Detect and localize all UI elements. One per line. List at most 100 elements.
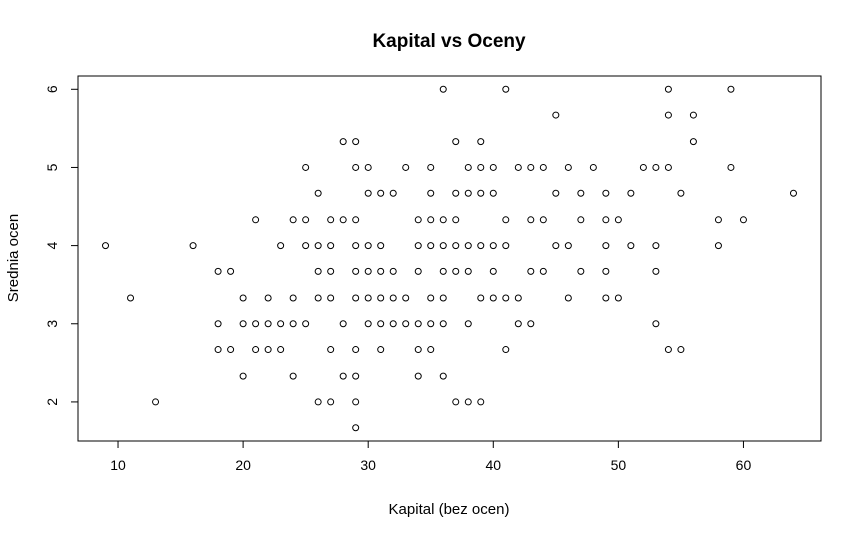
data-point bbox=[189, 242, 197, 250]
data-point bbox=[377, 294, 385, 302]
data-point bbox=[564, 242, 572, 250]
y-axis-label: Srednia ocen bbox=[5, 214, 22, 302]
data-point bbox=[527, 320, 535, 328]
data-point bbox=[627, 189, 635, 197]
data-point bbox=[364, 320, 372, 328]
x-axis: 10 20 30 40 50 60 bbox=[110, 440, 751, 473]
data-point bbox=[289, 372, 297, 380]
data-point bbox=[489, 163, 497, 171]
data-point bbox=[664, 163, 672, 171]
data-point bbox=[352, 216, 360, 224]
data-point bbox=[527, 163, 535, 171]
data-point bbox=[414, 320, 422, 328]
data-point bbox=[314, 242, 322, 250]
data-point bbox=[539, 216, 547, 224]
data-point bbox=[377, 346, 385, 354]
data-point bbox=[214, 267, 222, 275]
data-point bbox=[352, 267, 360, 275]
data-point bbox=[277, 242, 285, 250]
data-point bbox=[664, 111, 672, 119]
data-point bbox=[214, 346, 222, 354]
data-point bbox=[377, 320, 385, 328]
data-point bbox=[602, 267, 610, 275]
chart-title: Kapital vs Oceny bbox=[372, 31, 526, 52]
x-tick-label: 10 bbox=[110, 457, 126, 473]
data-point bbox=[352, 372, 360, 380]
y-tick-label: 6 bbox=[44, 85, 60, 93]
data-point bbox=[152, 398, 160, 406]
data-point bbox=[252, 320, 260, 328]
data-point bbox=[364, 189, 372, 197]
data-point bbox=[452, 398, 460, 406]
data-point bbox=[339, 138, 347, 146]
data-point bbox=[539, 163, 547, 171]
data-point bbox=[714, 242, 722, 250]
data-point bbox=[302, 320, 310, 328]
data-point bbox=[577, 216, 585, 224]
data-point bbox=[252, 346, 260, 354]
data-point bbox=[277, 320, 285, 328]
data-point bbox=[464, 189, 472, 197]
data-point bbox=[352, 138, 360, 146]
data-point bbox=[439, 294, 447, 302]
x-axis-label: Kapital (bez ocen) bbox=[389, 501, 510, 518]
data-point bbox=[502, 85, 510, 93]
data-point bbox=[289, 216, 297, 224]
data-point bbox=[439, 216, 447, 224]
data-point bbox=[552, 111, 560, 119]
data-point bbox=[314, 189, 322, 197]
data-point bbox=[602, 242, 610, 250]
data-point bbox=[227, 267, 235, 275]
data-point bbox=[427, 294, 435, 302]
y-axis: 2 3 4 5 6 bbox=[44, 85, 79, 406]
data-points bbox=[102, 85, 797, 432]
data-point bbox=[564, 294, 572, 302]
data-point bbox=[514, 294, 522, 302]
data-point bbox=[127, 294, 135, 302]
x-tick-label: 20 bbox=[235, 457, 251, 473]
data-point bbox=[552, 189, 560, 197]
data-point bbox=[339, 372, 347, 380]
data-point bbox=[364, 294, 372, 302]
data-point bbox=[302, 242, 310, 250]
data-point bbox=[464, 267, 472, 275]
data-point bbox=[652, 267, 660, 275]
data-point bbox=[277, 346, 285, 354]
data-point bbox=[727, 163, 735, 171]
data-point bbox=[477, 189, 485, 197]
data-point bbox=[264, 320, 272, 328]
data-point bbox=[289, 320, 297, 328]
data-point bbox=[414, 216, 422, 224]
data-point bbox=[427, 346, 435, 354]
data-point bbox=[602, 189, 610, 197]
data-point bbox=[714, 216, 722, 224]
data-point bbox=[589, 163, 597, 171]
data-point bbox=[427, 216, 435, 224]
data-point bbox=[664, 346, 672, 354]
data-point bbox=[389, 267, 397, 275]
data-point bbox=[364, 242, 372, 250]
data-point bbox=[314, 267, 322, 275]
data-point bbox=[614, 294, 622, 302]
data-point bbox=[552, 242, 560, 250]
data-point bbox=[477, 138, 485, 146]
data-point bbox=[452, 267, 460, 275]
data-point bbox=[264, 346, 272, 354]
data-point bbox=[527, 216, 535, 224]
data-point bbox=[527, 267, 535, 275]
data-point bbox=[402, 163, 410, 171]
data-point bbox=[502, 216, 510, 224]
data-point bbox=[414, 242, 422, 250]
data-point bbox=[352, 163, 360, 171]
data-point bbox=[489, 242, 497, 250]
data-point bbox=[452, 189, 460, 197]
data-point bbox=[489, 267, 497, 275]
y-tick-label: 4 bbox=[44, 242, 60, 250]
data-point bbox=[514, 320, 522, 328]
data-point bbox=[252, 216, 260, 224]
data-point bbox=[689, 138, 697, 146]
data-point bbox=[789, 189, 797, 197]
data-point bbox=[389, 189, 397, 197]
data-point bbox=[402, 294, 410, 302]
